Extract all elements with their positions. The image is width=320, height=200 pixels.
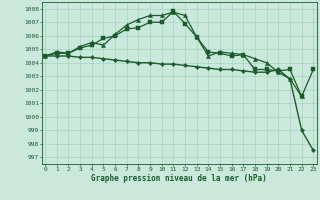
X-axis label: Graphe pression niveau de la mer (hPa): Graphe pression niveau de la mer (hPa) (91, 174, 267, 183)
